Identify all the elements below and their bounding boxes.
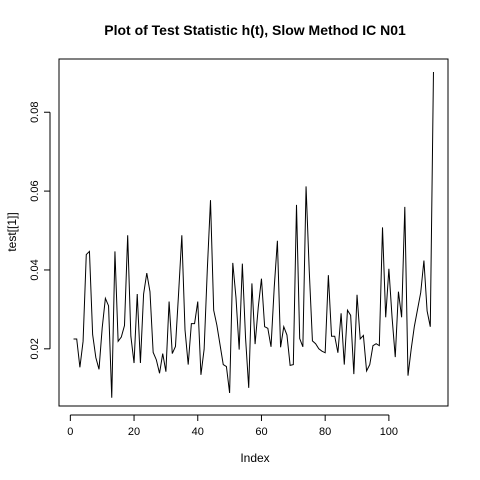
x-tick-label: 20 xyxy=(128,426,140,438)
y-tick-label: 0.06 xyxy=(29,180,41,201)
plot-frame xyxy=(58,58,449,407)
x-tick-label: 60 xyxy=(255,426,267,438)
x-axis: 0 20 40 60 80 100 xyxy=(67,414,398,438)
chart-title: Plot of Test Statistic h(t), Slow Method… xyxy=(104,22,406,38)
x-axis-label: Index xyxy=(240,451,269,465)
y-tick-label: 0.02 xyxy=(29,338,41,359)
y-tick-label: 0.08 xyxy=(29,102,41,123)
series-line xyxy=(73,72,434,398)
y-tick-label: 0.04 xyxy=(29,259,41,280)
x-tick-label: 40 xyxy=(192,426,204,438)
y-axis-label: test[[1]] xyxy=(5,212,19,251)
x-tick-label: 0 xyxy=(67,426,73,438)
x-tick-label: 100 xyxy=(380,426,398,438)
x-tick-label: 80 xyxy=(319,426,331,438)
plot-area xyxy=(58,58,449,407)
y-axis: 0.02 0.04 0.06 0.08 xyxy=(29,102,51,360)
